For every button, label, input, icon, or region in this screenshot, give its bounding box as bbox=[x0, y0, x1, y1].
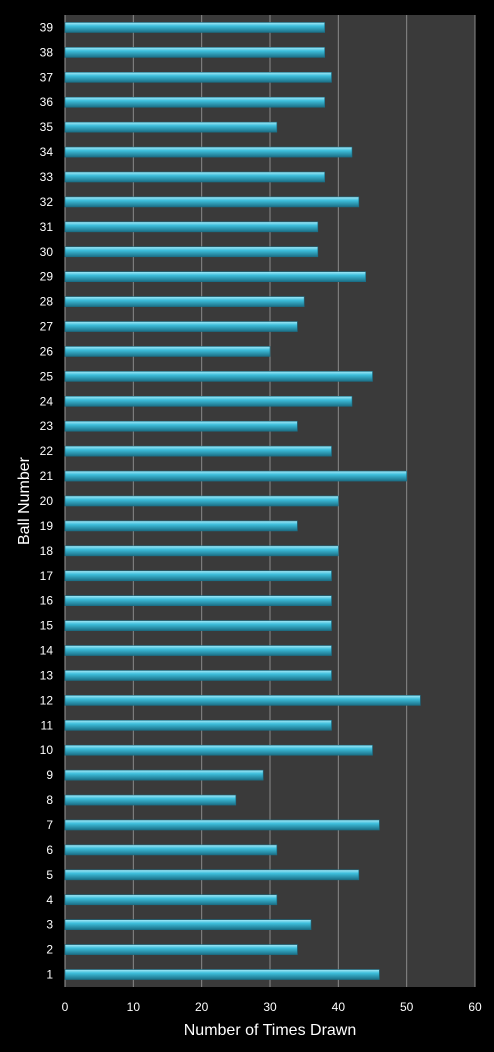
x-tick-label: 40 bbox=[332, 1000, 346, 1014]
bar bbox=[64, 695, 421, 706]
bar bbox=[64, 769, 264, 781]
y-tick-label: 9 bbox=[46, 768, 53, 782]
bar bbox=[64, 520, 298, 532]
bar bbox=[64, 22, 325, 33]
y-tick-label: 5 bbox=[46, 868, 53, 882]
bar bbox=[64, 545, 339, 557]
y-tick-label: 10 bbox=[40, 743, 54, 757]
bar bbox=[64, 221, 319, 233]
y-tick-label: 28 bbox=[40, 295, 54, 309]
bar bbox=[64, 794, 237, 806]
bar bbox=[64, 645, 332, 656]
bar bbox=[64, 246, 319, 258]
y-tick-label: 1 bbox=[46, 968, 53, 982]
x-tick-label: 0 bbox=[62, 1000, 69, 1014]
bar bbox=[64, 445, 332, 457]
bar bbox=[64, 72, 332, 83]
bar bbox=[64, 595, 332, 606]
bar bbox=[64, 869, 360, 881]
y-tick-label: 34 bbox=[40, 145, 54, 159]
bar bbox=[64, 271, 366, 282]
bar bbox=[64, 919, 312, 930]
bar bbox=[64, 744, 373, 756]
x-tick-labels: 0 10 20 30 40 50 60 bbox=[62, 1000, 482, 1014]
y-tick-label: 38 bbox=[40, 45, 54, 59]
bar bbox=[64, 670, 332, 681]
y-tick-label: 6 bbox=[46, 843, 53, 857]
y-tick-label: 36 bbox=[40, 95, 54, 109]
bar bbox=[64, 296, 305, 307]
y-tick-label: 22 bbox=[40, 444, 54, 458]
bars bbox=[64, 22, 421, 980]
x-axis-title: Number of Times Drawn bbox=[184, 1022, 357, 1039]
bar bbox=[64, 570, 332, 582]
bar bbox=[64, 944, 298, 955]
y-tick-label: 7 bbox=[46, 818, 53, 832]
x-tick-label: 50 bbox=[400, 1000, 414, 1014]
y-tick-labels: 1234567891011121314151617181920212223242… bbox=[40, 20, 54, 981]
y-tick-label: 20 bbox=[40, 494, 54, 508]
bar bbox=[64, 844, 278, 856]
y-tick-label: 14 bbox=[40, 644, 54, 658]
bar bbox=[64, 420, 298, 432]
y-tick-label: 25 bbox=[40, 369, 54, 383]
y-tick-label: 12 bbox=[40, 693, 54, 707]
y-tick-label: 27 bbox=[40, 320, 54, 334]
y-tick-label: 26 bbox=[40, 344, 54, 358]
x-tick-label: 60 bbox=[468, 1000, 482, 1014]
y-tick-label: 13 bbox=[40, 668, 54, 682]
y-tick-label: 35 bbox=[40, 120, 54, 134]
y-tick-label: 15 bbox=[40, 619, 54, 633]
y-tick-label: 24 bbox=[40, 394, 54, 408]
bar bbox=[64, 819, 380, 831]
bar bbox=[64, 96, 325, 108]
y-tick-label: 31 bbox=[40, 220, 54, 234]
bar bbox=[64, 171, 325, 183]
y-tick-label: 2 bbox=[46, 943, 53, 957]
y-tick-label: 18 bbox=[40, 544, 54, 558]
y-tick-label: 4 bbox=[46, 893, 53, 907]
y-tick-label: 29 bbox=[40, 270, 54, 284]
y-tick-label: 19 bbox=[40, 519, 54, 533]
bar bbox=[64, 495, 339, 507]
y-tick-label: 23 bbox=[40, 419, 54, 433]
y-axis-title: Ball Number bbox=[16, 456, 33, 545]
bar bbox=[64, 894, 278, 906]
y-tick-label: 3 bbox=[46, 918, 53, 932]
y-tick-label: 33 bbox=[40, 170, 54, 184]
bar bbox=[64, 47, 325, 58]
bar bbox=[64, 371, 373, 382]
bar bbox=[64, 969, 380, 980]
x-tick-label: 10 bbox=[127, 1000, 141, 1014]
y-tick-label: 21 bbox=[40, 469, 54, 483]
y-tick-label: 32 bbox=[40, 195, 54, 209]
bar bbox=[64, 196, 360, 208]
bar bbox=[64, 321, 298, 332]
bar bbox=[64, 470, 407, 482]
x-tick-label: 30 bbox=[263, 1000, 277, 1014]
y-tick-label: 16 bbox=[40, 594, 54, 608]
bar bbox=[64, 396, 353, 407]
y-tick-label: 8 bbox=[46, 793, 53, 807]
bar bbox=[64, 720, 332, 731]
y-tick-label: 11 bbox=[41, 718, 54, 732]
bar bbox=[64, 620, 332, 631]
y-tick-label: 17 bbox=[40, 569, 54, 583]
bar bbox=[64, 146, 353, 158]
y-tick-label: 30 bbox=[40, 245, 54, 259]
bar bbox=[64, 121, 278, 133]
y-tick-label: 37 bbox=[40, 70, 54, 84]
y-tick-label: 39 bbox=[40, 20, 54, 34]
x-tick-label: 20 bbox=[195, 1000, 209, 1014]
bar bbox=[64, 346, 271, 357]
